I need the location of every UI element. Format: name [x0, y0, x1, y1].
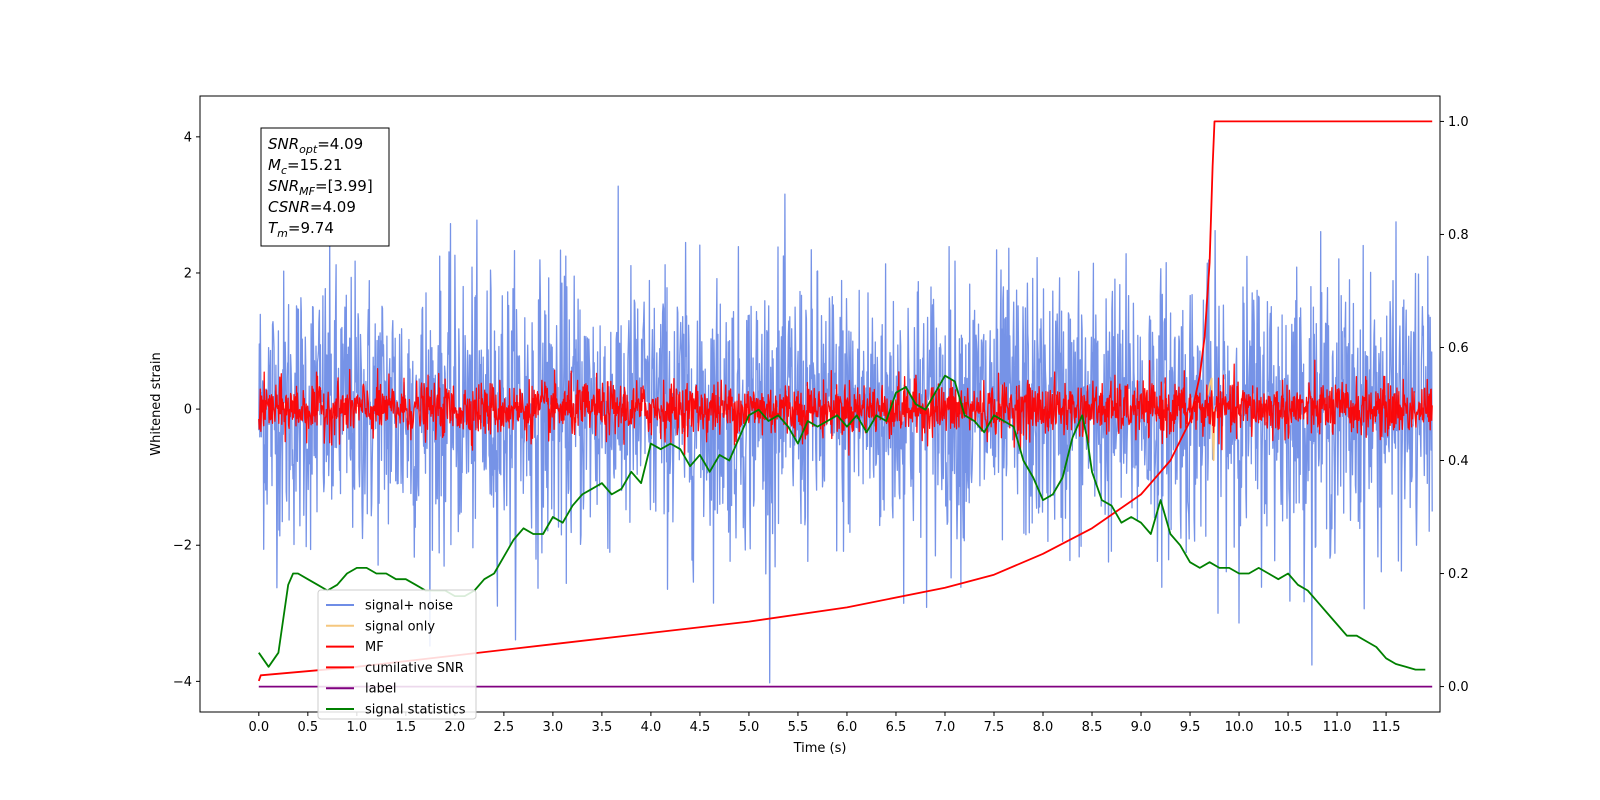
y2-tick-label: 0.8 [1448, 228, 1469, 243]
info-line: Mc=15.21 [268, 156, 343, 177]
x-tick-label: 2.0 [445, 720, 466, 735]
y2-tick-label: 0.4 [1448, 454, 1469, 469]
legend-label: signal+ noise [365, 599, 453, 614]
x-tick-label: 0.0 [248, 720, 269, 735]
x-tick-label: 9.0 [1131, 720, 1152, 735]
legend-label: signal only [365, 619, 435, 634]
y2-tick-label: 0.2 [1448, 567, 1469, 582]
x-tick-label: 4.0 [641, 720, 662, 735]
info-line: CSNR=4.09 [268, 198, 356, 216]
x-tick-label: 0.5 [297, 720, 318, 735]
info-line: SNRopt=4.09 [268, 135, 363, 156]
series-layer [257, 120, 1433, 688]
y-tick-label: −4 [173, 675, 192, 690]
x-tick-label: 7.5 [984, 720, 1005, 735]
legend-frame [317, 589, 477, 720]
x-tick-label: 2.5 [494, 720, 515, 735]
info-box-frame [260, 127, 390, 247]
y-tick-label: −2 [173, 539, 192, 554]
x-tick-label: 10.0 [1225, 720, 1254, 735]
series-cumilative-snr [257, 120, 1433, 682]
x-tick-label: 5.5 [788, 720, 809, 735]
y-tick-label: 2 [184, 266, 192, 281]
y-axis-title: Whitened strain [149, 352, 164, 455]
x-tick-label: 11.0 [1323, 720, 1352, 735]
y-tick-label: 4 [184, 130, 192, 145]
series-mf [258, 359, 1433, 456]
info-line: SNRMF=[3.99] [268, 177, 373, 198]
x-tick-label: 11.5 [1372, 720, 1401, 735]
x-tick-label: 7.0 [935, 720, 956, 735]
x-axis-title: Time (s) [793, 741, 847, 756]
x-tick-label: 3.0 [543, 720, 564, 735]
y2-tick-label: 0.0 [1448, 680, 1469, 695]
x-tick-label: 9.5 [1180, 720, 1201, 735]
x-tick-label: 10.5 [1274, 720, 1303, 735]
x-tick-label: 8.5 [1082, 720, 1103, 735]
x-tick-label: 8.0 [1033, 720, 1054, 735]
x-tick-label: 5.0 [739, 720, 760, 735]
info-line: Tm=9.74 [268, 219, 334, 240]
x-tick-label: 1.0 [346, 720, 367, 735]
axes-layer: 0.0 0.5 1.0 1.5 2.0 2.5 3.0 3.5 4.0 4.5 5.0 5.5 6.0 6… [173, 115, 1469, 735]
x-tick-label: 3.5 [592, 720, 613, 735]
x-tick-label: 6.0 [837, 720, 858, 735]
y-tick-label: 0 [184, 403, 192, 418]
legend-label: label [365, 682, 396, 697]
plot-frame [199, 95, 1441, 713]
legend: signal+ noise signal only MF cumilative SNR… [317, 589, 477, 720]
x-tick-label: 6.5 [886, 720, 907, 735]
legend-label: signal statistics [365, 703, 466, 718]
x-tick-label: 1.5 [396, 720, 417, 735]
y2-tick-label: 0.6 [1448, 341, 1469, 356]
legend-label: MF [365, 640, 384, 655]
x-tick-label: 4.5 [690, 720, 711, 735]
info-box: SNRopt=4.09Mc=15.21SNRMF=[3.99]CSNR=4.09… [260, 127, 390, 247]
legend-label: cumilative SNR [365, 661, 464, 676]
y2-tick-label: 1.0 [1448, 115, 1469, 130]
